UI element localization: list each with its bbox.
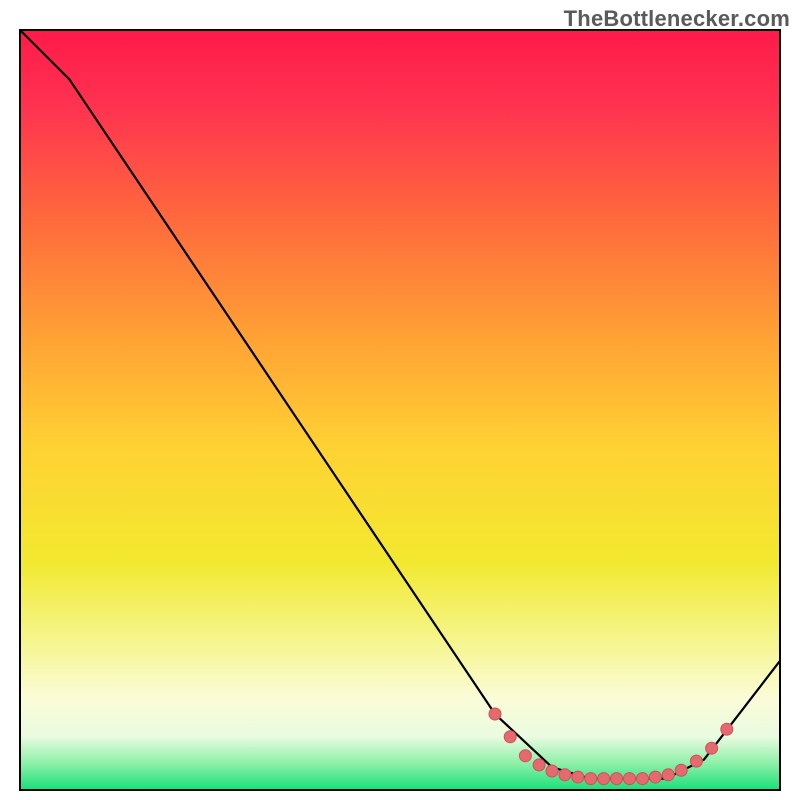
data-marker <box>690 755 702 767</box>
data-marker <box>489 708 501 720</box>
data-marker <box>572 771 584 783</box>
data-marker <box>559 769 571 781</box>
data-marker <box>598 773 610 785</box>
data-marker <box>662 769 674 781</box>
data-marker <box>636 773 648 785</box>
chart-svg <box>0 0 800 800</box>
data-marker <box>519 750 531 762</box>
data-marker <box>585 773 597 785</box>
data-marker <box>721 723 733 735</box>
data-marker <box>546 765 558 777</box>
data-marker <box>675 764 687 776</box>
chart-stage: TheBottlenecker.com <box>0 0 800 800</box>
data-marker <box>611 773 623 785</box>
data-marker <box>649 771 661 783</box>
watermark-text: TheBottlenecker.com <box>564 6 790 32</box>
data-marker <box>504 731 516 743</box>
data-marker <box>624 773 636 785</box>
data-marker <box>533 759 545 771</box>
plot-background <box>20 30 780 790</box>
data-marker <box>706 742 718 754</box>
